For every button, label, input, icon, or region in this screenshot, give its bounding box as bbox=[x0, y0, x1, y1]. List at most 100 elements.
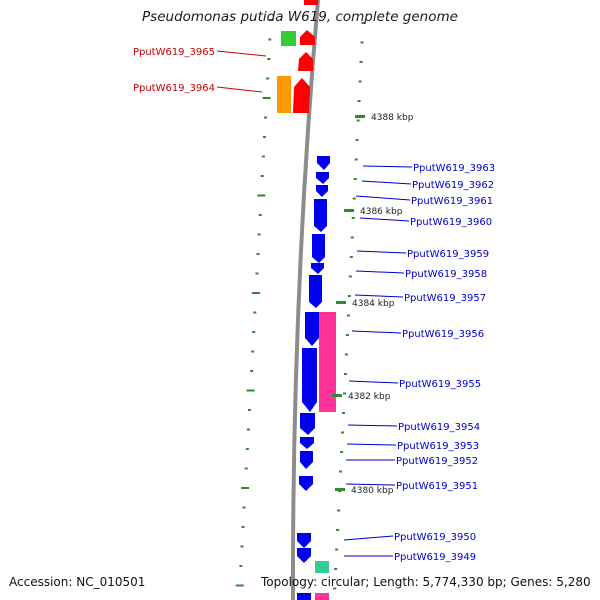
tick-mark bbox=[235, 584, 244, 587]
gene-label: PputW619_3964 bbox=[133, 83, 215, 94]
tick-mark bbox=[246, 428, 250, 431]
tick-mark bbox=[333, 587, 337, 590]
leader-line bbox=[356, 250, 407, 254]
leader-line bbox=[354, 294, 404, 298]
leader-line bbox=[343, 535, 394, 541]
tick-mark bbox=[341, 431, 345, 434]
scale-tick bbox=[355, 115, 365, 118]
leader-line bbox=[216, 86, 263, 93]
scale-label: 4382 kbp bbox=[348, 392, 391, 402]
tick-mark bbox=[355, 139, 359, 141]
tick-mark bbox=[342, 392, 346, 395]
feature-teal bbox=[315, 561, 329, 573]
tick-mark bbox=[262, 97, 271, 99]
tick-mark bbox=[260, 175, 264, 177]
leader-line bbox=[361, 180, 412, 185]
scale-tick bbox=[344, 209, 354, 212]
feature-cds bbox=[314, 199, 327, 232]
feature-cds bbox=[309, 275, 322, 308]
tick-mark bbox=[251, 292, 260, 294]
tick-mark bbox=[269, 19, 273, 21]
feature-cds bbox=[317, 156, 330, 170]
feature-pink bbox=[319, 312, 336, 412]
tick-mark bbox=[256, 253, 260, 255]
tick-mark bbox=[267, 58, 271, 60]
tick-mark bbox=[353, 178, 357, 180]
feature-cds bbox=[316, 185, 328, 197]
tick-mark bbox=[239, 565, 243, 567]
leader-line bbox=[216, 50, 267, 57]
gene-label: PputW619_3963 bbox=[413, 163, 495, 174]
tick-mark bbox=[242, 506, 246, 509]
tick-mark bbox=[257, 194, 266, 197]
feature-green bbox=[281, 31, 296, 46]
feature-cds bbox=[305, 312, 319, 346]
accession-text: Accession: NC_010501 bbox=[9, 575, 146, 589]
feature-cds bbox=[312, 234, 325, 263]
feature-cds bbox=[300, 437, 314, 449]
tick-mark bbox=[349, 256, 353, 258]
map-title: Pseudomonas putida W619, complete genome bbox=[142, 9, 458, 25]
tick-mark bbox=[345, 334, 349, 336]
tick-mark bbox=[346, 314, 350, 317]
scale-tick bbox=[335, 488, 345, 491]
feature-red bbox=[300, 30, 315, 45]
gene-label: PputW619_3965 bbox=[133, 47, 215, 58]
scale-label: 4388 kbp bbox=[371, 113, 414, 123]
tick-mark bbox=[348, 275, 352, 278]
tick-mark bbox=[350, 236, 354, 239]
tick-track-inner bbox=[235, 19, 273, 587]
tick-mark bbox=[241, 487, 250, 489]
gene-label: PputW619_3953 bbox=[397, 441, 479, 452]
tick-mark bbox=[360, 41, 364, 44]
gene-label: PputW619_3950 bbox=[394, 532, 476, 543]
tick-mark bbox=[255, 272, 259, 275]
tick-mark bbox=[336, 529, 340, 531]
gene-label: PputW619_3961 bbox=[411, 196, 493, 207]
tick-mark bbox=[250, 370, 254, 372]
feature-cds bbox=[316, 172, 329, 184]
leader-line bbox=[345, 483, 396, 486]
tick-mark bbox=[253, 311, 257, 314]
feature-pink bbox=[315, 593, 329, 600]
scale-marks bbox=[332, 115, 365, 491]
labels: 4388 kbp 4386 kbp 4384 kbp 4382 kbp 4380 kbp… bbox=[133, 47, 495, 563]
gene-label: PputW619_3952 bbox=[396, 456, 478, 467]
feature-cds bbox=[299, 476, 313, 491]
tick-mark bbox=[258, 214, 262, 216]
gene-label: PputW619_3954 bbox=[398, 422, 480, 433]
tick-mark bbox=[244, 467, 248, 470]
scale-label: 4386 kbp bbox=[360, 207, 403, 217]
scale-label: 4380 kbp bbox=[351, 486, 394, 496]
topology-text: Topology: circular; Length: 5,774,330 bp… bbox=[261, 575, 591, 589]
tick-mark bbox=[347, 295, 351, 297]
tick-mark bbox=[262, 136, 266, 138]
tick-mark bbox=[261, 155, 265, 158]
tick-mark bbox=[241, 526, 245, 528]
feature-cds bbox=[302, 348, 317, 412]
leader-line bbox=[355, 270, 405, 274]
scale-label: 4384 kbp bbox=[352, 299, 395, 309]
tick-mark bbox=[356, 119, 360, 122]
tick-mark bbox=[357, 100, 361, 102]
feature-orange bbox=[277, 76, 291, 113]
feature-red bbox=[298, 52, 313, 71]
gene-label: PputW619_3960 bbox=[410, 217, 492, 228]
tick-mark bbox=[339, 470, 343, 473]
tick-mark bbox=[257, 233, 261, 236]
tick-mark bbox=[351, 217, 355, 219]
leader-line bbox=[346, 443, 397, 446]
tick-mark bbox=[334, 568, 338, 570]
tick-mark bbox=[359, 61, 363, 63]
tick-mark bbox=[247, 409, 251, 411]
tick-mark bbox=[252, 331, 256, 333]
tick-mark bbox=[361, 22, 365, 24]
tick-mark bbox=[264, 116, 268, 119]
tick-mark bbox=[344, 353, 348, 356]
scale-tick bbox=[332, 394, 342, 397]
feature-track bbox=[277, 0, 336, 600]
feature-red bbox=[304, 0, 318, 5]
tick-mark bbox=[342, 412, 345, 414]
tick-mark bbox=[335, 548, 339, 551]
